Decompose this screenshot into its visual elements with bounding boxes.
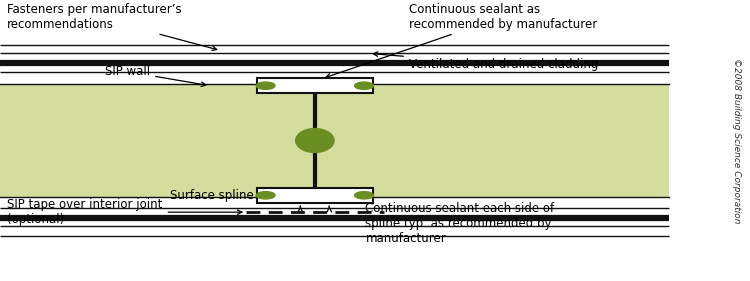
Text: Surface spline: Surface spline bbox=[170, 189, 267, 202]
Circle shape bbox=[256, 192, 275, 199]
Text: Continuous sealant as
recommended by manufacturer: Continuous sealant as recommended by man… bbox=[326, 3, 597, 78]
Ellipse shape bbox=[295, 128, 334, 153]
Bar bbox=[257, 188, 373, 203]
Text: Ventilated and drained cladding: Ventilated and drained cladding bbox=[374, 52, 598, 71]
Text: ©2008 Building Science Corporation: ©2008 Building Science Corporation bbox=[732, 58, 741, 223]
Circle shape bbox=[355, 192, 374, 199]
Text: Continuous sealant each side of
spline typ. as recommended by
manufacturer: Continuous sealant each side of spline t… bbox=[362, 196, 554, 245]
Text: SIP tape over interior joint
(optional): SIP tape over interior joint (optional) bbox=[8, 198, 242, 226]
Circle shape bbox=[355, 82, 374, 89]
Text: Fasteners per manufacturer’s
recommendations: Fasteners per manufacturer’s recommendat… bbox=[8, 3, 217, 51]
Bar bbox=[257, 78, 373, 93]
Text: SIP wall: SIP wall bbox=[105, 65, 206, 87]
Circle shape bbox=[256, 82, 275, 89]
Bar bbox=[0, 84, 670, 197]
